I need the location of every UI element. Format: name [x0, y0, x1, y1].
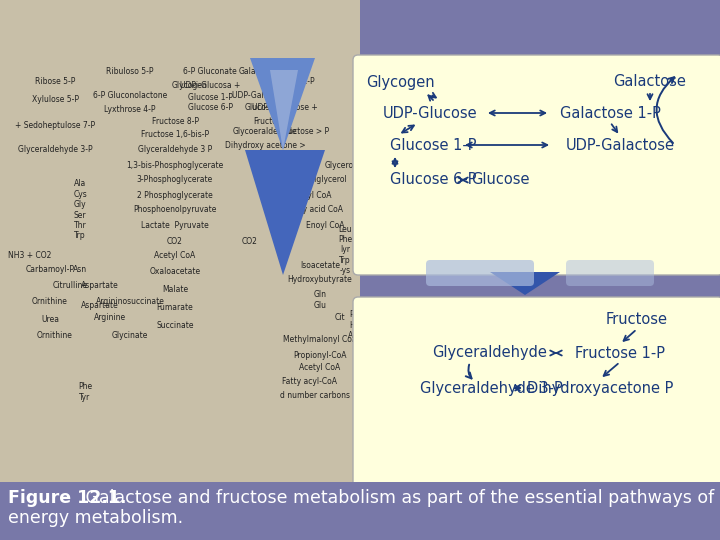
Text: UDP-Glucose: UDP-Glucose	[383, 105, 477, 120]
Text: Leu
Phe
Iyr
Trp
-ys: Leu Phe Iyr Trp -ys	[338, 225, 352, 275]
Text: Propionyl-CoA: Propionyl-CoA	[293, 350, 347, 360]
Text: Glycogen: Glycogen	[172, 80, 208, 90]
Text: Aspartate: Aspartate	[81, 300, 119, 309]
Text: Ornithine: Ornithine	[32, 298, 68, 307]
Text: Enoyl CoA: Enoyl CoA	[306, 220, 344, 230]
Polygon shape	[270, 70, 298, 150]
Text: Galactose: Galactose	[613, 75, 686, 90]
Text: Fatty acyl-CoA: Fatty acyl-CoA	[282, 377, 338, 387]
Text: energy metabolism.: energy metabolism.	[8, 509, 183, 527]
Text: CO2: CO2	[242, 238, 258, 246]
Text: Ribose 5-P: Ribose 5-P	[35, 78, 75, 86]
Text: Oxaloacetate: Oxaloacetate	[150, 267, 201, 276]
Text: Ornithine: Ornithine	[37, 330, 73, 340]
Text: Dihydroxyacetone P: Dihydroxyacetone P	[527, 381, 673, 395]
Text: Glycoeraldehyde: Glycoeraldehyde	[233, 127, 297, 137]
Text: Glycinate: Glycinate	[112, 330, 148, 340]
Text: Malate: Malate	[162, 286, 188, 294]
Text: Fructose 8-P: Fructose 8-P	[151, 118, 199, 126]
Text: CO2: CO2	[167, 238, 183, 246]
Text: NH3 + CO2: NH3 + CO2	[9, 251, 52, 260]
Text: 1,3-bis-Phosphoglycerate: 1,3-bis-Phosphoglycerate	[127, 160, 224, 170]
Text: 2 Phosphoglycerate: 2 Phosphoglycerate	[137, 191, 213, 199]
Text: UDP-Galactose: UDP-Galactose	[565, 138, 675, 152]
Text: Galactose 1-P: Galactose 1-P	[559, 105, 660, 120]
FancyBboxPatch shape	[0, 482, 720, 540]
Text: 6-P Gluconolactone: 6-P Gluconolactone	[93, 91, 167, 99]
Text: Glucose 1-P: Glucose 1-P	[390, 138, 477, 152]
Text: + Sedoheptulose 7-P: + Sedoheptulose 7-P	[15, 120, 95, 130]
Text: Acyl CoA: Acyl CoA	[298, 191, 332, 199]
Text: Galactose and fructose metabolism as part of the essential pathways of: Galactose and fructose metabolism as par…	[80, 489, 714, 507]
Text: Ala
Cys
Gly
Ser
Thr
Trp: Ala Cys Gly Ser Thr Trp	[73, 179, 87, 240]
FancyBboxPatch shape	[0, 0, 360, 482]
FancyBboxPatch shape	[353, 55, 720, 275]
Text: Glucose 6-P: Glucose 6-P	[390, 172, 477, 187]
Text: Figure 12.1.: Figure 12.1.	[8, 489, 127, 507]
Text: UDP-Galactose +: UDP-Galactose +	[232, 91, 298, 99]
FancyBboxPatch shape	[566, 260, 654, 286]
Text: Glucose 6-P: Glucose 6-P	[187, 104, 233, 112]
Text: Citrulline: Citrulline	[53, 280, 88, 289]
Text: Fructose: Fructose	[606, 313, 668, 327]
Text: Acetyl CoA: Acetyl CoA	[154, 251, 196, 260]
Text: Glyceraldehyde 3 P: Glyceraldehyde 3 P	[138, 145, 212, 154]
Text: Isoacetate: Isoacetate	[300, 260, 340, 269]
Text: Asn: Asn	[73, 266, 87, 274]
Text: Urea: Urea	[41, 315, 59, 325]
Text: Cit: Cit	[335, 314, 346, 322]
Text: Glycerol-P: Glycerol-P	[276, 160, 315, 170]
Text: Glucose: Glucose	[245, 104, 275, 112]
Text: Succinate: Succinate	[156, 321, 194, 329]
Text: Phe
Tyr: Phe Tyr	[78, 382, 92, 402]
FancyBboxPatch shape	[426, 260, 534, 286]
Text: Phosphoenolpyruvate: Phosphoenolpyruvate	[133, 206, 217, 214]
Text: UDP-Galactose +: UDP-Galactose +	[252, 104, 318, 112]
Polygon shape	[245, 150, 325, 275]
Text: 3-Phosphoglycerate: 3-Phosphoglycerate	[137, 176, 213, 185]
Text: Ribuloso 5-P: Ribuloso 5-P	[107, 68, 154, 77]
Text: Gln
Glu: Gln Glu	[313, 291, 326, 310]
Text: Glycerol: Glycerol	[324, 160, 356, 170]
Text: Aspartate: Aspartate	[81, 280, 119, 289]
Text: Acetyl CoA: Acetyl CoA	[300, 363, 341, 373]
Polygon shape	[250, 58, 315, 150]
Text: Methylmalonyl CoA: Methylmalonyl CoA	[283, 335, 357, 345]
Text: Xylulose 5-P: Xylulose 5-P	[32, 96, 78, 105]
Text: Fumarate: Fumarate	[157, 303, 194, 313]
Text: Lyxthrose 4-P: Lyxthrose 4-P	[104, 105, 156, 114]
Text: Glyceraldehyde 3-P: Glyceraldehyde 3-P	[420, 381, 563, 395]
Text: Glucose: Glucose	[471, 172, 529, 187]
Polygon shape	[490, 272, 560, 295]
Text: Fatty acid CoA: Fatty acid CoA	[287, 206, 343, 214]
Text: 6-P Gluconate: 6-P Gluconate	[183, 68, 237, 77]
Text: Glyceraldehyde: Glyceraldehyde	[433, 346, 547, 361]
Text: + Triacylglycerol: + Triacylglycerol	[283, 176, 347, 185]
Text: Fructose 1-P: Fructose 1-P	[575, 346, 665, 361]
Text: Glycogen: Glycogen	[366, 75, 434, 90]
Text: Arginine: Arginine	[94, 314, 126, 322]
Text: Hydroxybutyrate: Hydroxybutyrate	[287, 275, 352, 285]
Text: Fructose 1,6-bis-P: Fructose 1,6-bis-P	[141, 131, 209, 139]
Text: d number carbons: d number carbons	[280, 390, 350, 400]
Text: Glucose 1-P: Glucose 1-P	[188, 93, 233, 103]
Text: Lactate  Pyruvate: Lactate Pyruvate	[141, 220, 209, 230]
Text: UDPi-Glucosa +: UDPi-Glucosa +	[180, 80, 240, 90]
Text: Fructose > P: Fructose > P	[281, 127, 329, 137]
Text: Dihydroxy acetone >: Dihydroxy acetone >	[225, 140, 305, 150]
Text: Carbamoyl-P: Carbamoyl-P	[25, 266, 74, 274]
Text: Galactose: Galactose	[239, 68, 277, 77]
Text: Galactoso 1-P: Galactoso 1-P	[261, 78, 315, 86]
FancyBboxPatch shape	[353, 297, 720, 487]
Text: Glyceraldehyde 3-P: Glyceraldehyde 3-P	[18, 145, 92, 154]
Text: Pro
His
Arg: Pro His Arg	[348, 310, 361, 340]
Text: Fructose: Fructose	[253, 118, 287, 126]
Text: Argininosuccinate: Argininosuccinate	[96, 298, 164, 307]
